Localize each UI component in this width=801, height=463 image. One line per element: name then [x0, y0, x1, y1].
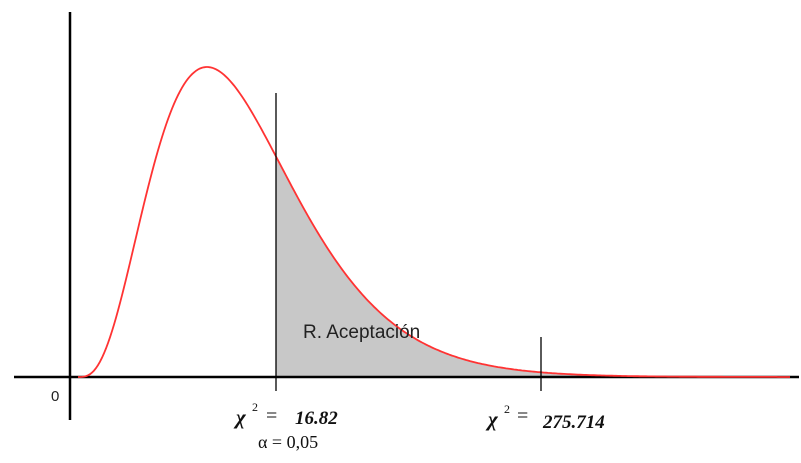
acceptance-region-label: R. Aceptación [303, 322, 420, 343]
alpha-label: α = 0,05 [258, 432, 318, 452]
chi-exponent-2: 2 [504, 402, 510, 416]
chi-exponent-1: 2 [252, 400, 258, 414]
critical-value-2: 275.714 [542, 412, 605, 433]
acceptance-region-shade [276, 156, 790, 377]
equals-sign-2: = [517, 405, 528, 427]
chi-symbol-2: χ [485, 407, 499, 431]
equals-sign-1: = [266, 405, 277, 427]
chi-symbol-1: χ [233, 405, 247, 429]
critical-value-1: 16.82 [295, 408, 338, 429]
origin-label: 0 [51, 388, 59, 405]
density-curve [78, 66, 790, 378]
